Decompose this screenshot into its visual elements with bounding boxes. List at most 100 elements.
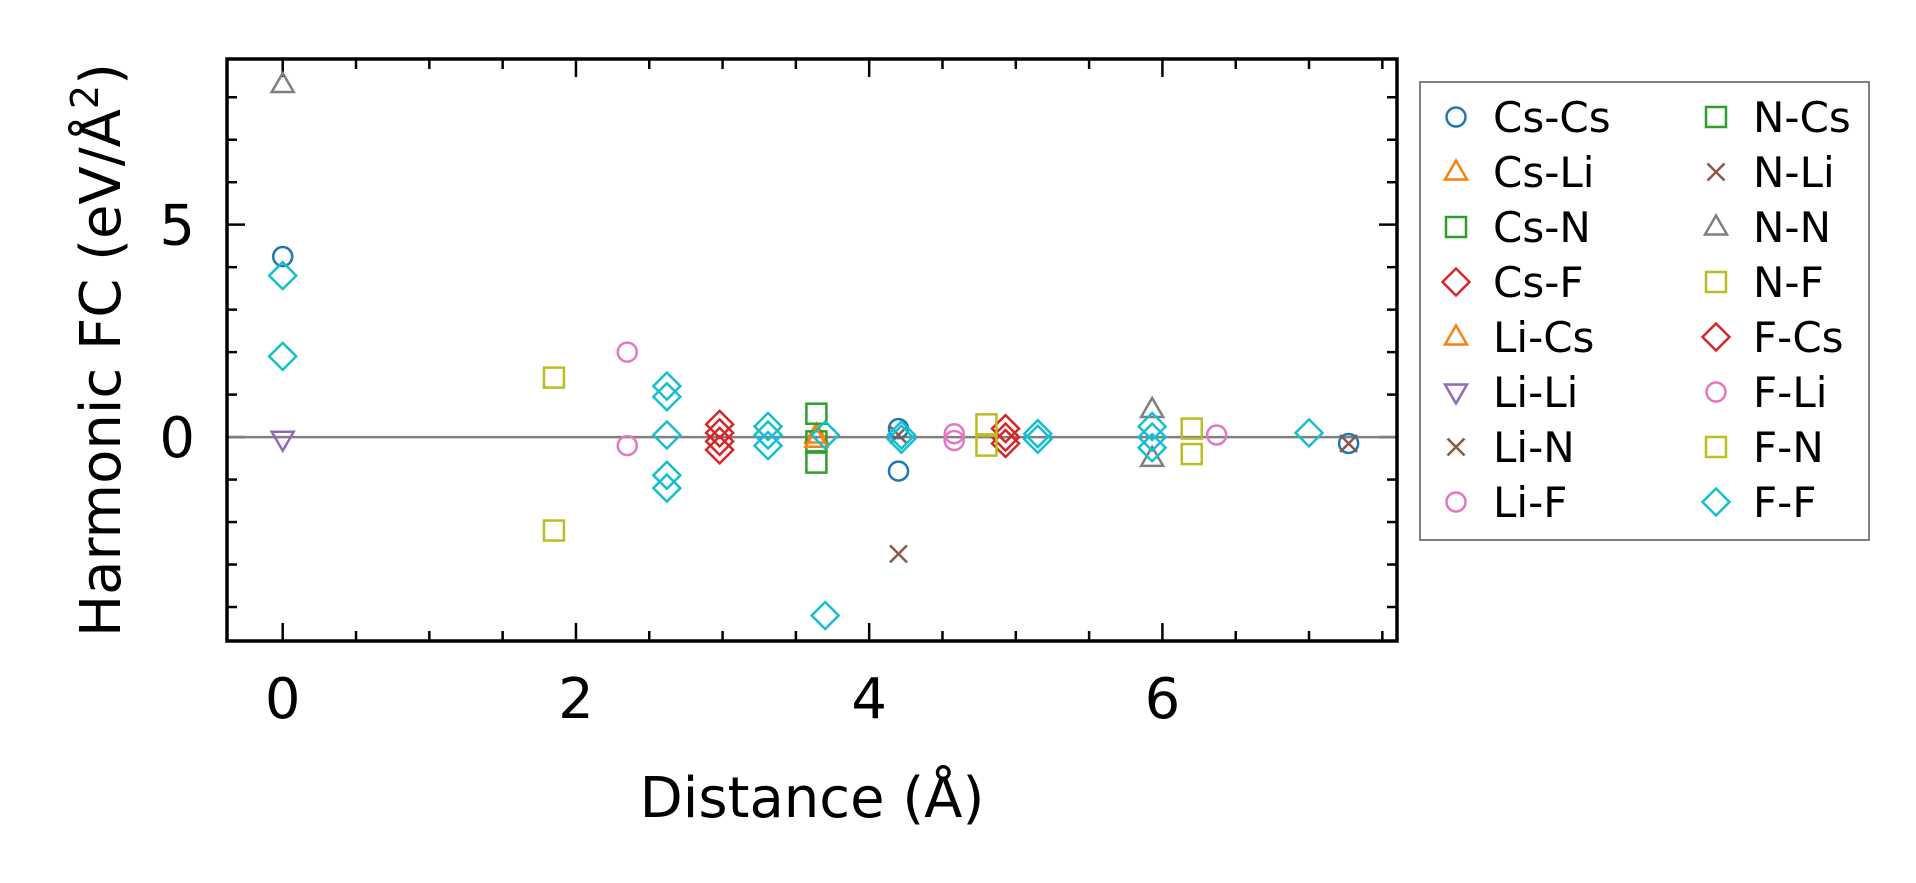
data-point-li-f — [616, 341, 639, 363]
legend-entry-n-li: N-Li — [1706, 148, 1835, 197]
legend-label: N-N — [1753, 203, 1831, 252]
data-point-cs-n — [805, 402, 828, 425]
data-point-cs-n — [805, 451, 828, 474]
legend-label: F-N — [1753, 423, 1824, 472]
legend-label: Li-N — [1493, 423, 1575, 472]
x-tick-label: 4 — [851, 667, 887, 732]
data-point-f-f — [752, 419, 784, 451]
data-point-f-f — [651, 419, 683, 451]
legend-marker-li-cs — [1442, 323, 1470, 346]
data-point-cs-f — [704, 417, 735, 449]
legend-entry-cs-li: Cs-Li — [1442, 148, 1594, 197]
data-point-f-f — [651, 381, 683, 412]
data-point-f-f — [809, 419, 841, 451]
data-point-n-f — [542, 519, 566, 542]
data-point-f-f — [809, 600, 841, 631]
data-point-cs-f — [704, 426, 735, 457]
legend-label: Li-Li — [1493, 368, 1578, 417]
data-point-f-f — [651, 370, 683, 402]
legend-entry-n-cs: N-Cs — [1704, 93, 1851, 142]
data-point-cs-cs — [271, 245, 294, 268]
x-tick-label: 0 — [265, 667, 301, 732]
data-point-f-f — [752, 411, 784, 442]
legend-entry-f-n: F-N — [1704, 423, 1824, 472]
legend-marker-n-f — [1704, 270, 1728, 294]
data-point-f-f — [267, 260, 298, 291]
data-point-cs-li — [803, 420, 830, 444]
data-point-cs-cs — [887, 460, 910, 482]
data-point-f-f — [267, 341, 298, 372]
legend-entry-f-f: F-F — [1700, 478, 1816, 527]
data-point-li-cs — [803, 425, 830, 448]
axis-ticks — [227, 59, 1397, 641]
data-points — [267, 70, 1360, 631]
data-point-f-f — [1136, 421, 1168, 453]
legend-marker-n-cs — [1704, 105, 1728, 129]
data-point-f-f — [651, 472, 683, 504]
data-point-f-f — [752, 430, 784, 461]
legend-label: Cs-Cs — [1493, 93, 1611, 142]
legend-entry-n-n: N-N — [1702, 203, 1831, 252]
data-point-f-f — [886, 423, 917, 455]
tick-labels: 0 2 4 6 0 5 — [159, 194, 1180, 732]
legend-label: Li-Cs — [1493, 313, 1594, 362]
legend-entry-li-f: Li-F — [1445, 478, 1567, 527]
data-point-f-f — [1293, 417, 1325, 449]
y-axis-label-superscript: 2 — [63, 85, 107, 109]
legend-entry-li-li: Li-Li — [1442, 368, 1578, 417]
legend-entry-li-cs: Li-Cs — [1442, 313, 1594, 362]
legend-entry-f-cs: F-Cs — [1700, 313, 1844, 362]
legend-label: F-F — [1753, 478, 1816, 527]
data-point-f-f — [651, 460, 683, 491]
legend-marker-li-li — [1442, 383, 1470, 406]
legend-label: F-Cs — [1753, 313, 1844, 362]
legend-marker-f-cs — [1700, 321, 1732, 353]
legend-label: F-Li — [1753, 368, 1827, 417]
legend-marker-cs-n — [1444, 215, 1468, 239]
legend-entries: Cs-Cs Cs-Li Cs-N Cs-F Li-Cs Li-Li Li-N Li-F N-Cs… — [1440, 93, 1851, 527]
legend: Cs-Cs Cs-Li Cs-N Cs-F Li-Cs Li-Li Li-N Li-F N-Cs… — [1419, 81, 1870, 541]
data-point-li-n — [1339, 434, 1359, 453]
legend-entry-li-n: Li-N — [1446, 423, 1575, 472]
data-point-cs-f — [704, 434, 735, 466]
data-point-cs-cs — [1337, 432, 1360, 455]
data-point-n-f — [975, 434, 998, 457]
y-tick-label: 5 — [159, 194, 195, 259]
y-axis-label-main: Harmonic FC (eV/Å — [68, 109, 134, 637]
legend-entry-cs-cs: Cs-Cs — [1445, 93, 1611, 142]
x-axis-label: Distance (Å) — [640, 765, 985, 831]
data-point-li-f — [943, 429, 965, 452]
data-point-li-li — [269, 430, 296, 454]
y-tick-label: 0 — [159, 406, 195, 471]
data-point-cs-f — [704, 409, 735, 440]
legend-marker-n-li — [1706, 162, 1726, 182]
legend-marker-cs-f — [1440, 266, 1472, 298]
x-tick-label: 2 — [558, 667, 594, 732]
data-point-n-f — [1180, 442, 1203, 466]
legend-marker-f-li — [1705, 381, 1727, 403]
legend-marker-n-n — [1702, 213, 1730, 236]
legend-label: N-Li — [1753, 148, 1835, 197]
legend-label: N-F — [1753, 258, 1824, 307]
data-point-li-f — [1205, 424, 1228, 446]
legend-marker-cs-li — [1442, 158, 1470, 181]
data-point-n-f — [1180, 417, 1203, 440]
legend-marker-li-n — [1446, 437, 1466, 457]
legend-label: Cs-N — [1493, 203, 1591, 252]
legend-label: Cs-Li — [1493, 148, 1594, 197]
data-point-f-f — [1022, 418, 1054, 449]
data-point-f-f — [1136, 432, 1168, 463]
legend-marker-f-n — [1704, 435, 1728, 459]
legend-marker-li-f — [1445, 491, 1467, 513]
plot-area-frame — [225, 57, 1399, 643]
legend-label: Cs-F — [1493, 258, 1584, 307]
data-point-li-f — [616, 434, 639, 457]
y-axis-label-end: ) — [69, 63, 134, 85]
data-point-li-f — [943, 422, 965, 445]
data-point-f-f — [1136, 411, 1168, 442]
legend-marker-f-f — [1700, 486, 1732, 518]
legend-frame — [1419, 81, 1870, 541]
legend-entry-n-f: N-F — [1704, 258, 1824, 307]
data-point-f-f — [1022, 423, 1054, 455]
